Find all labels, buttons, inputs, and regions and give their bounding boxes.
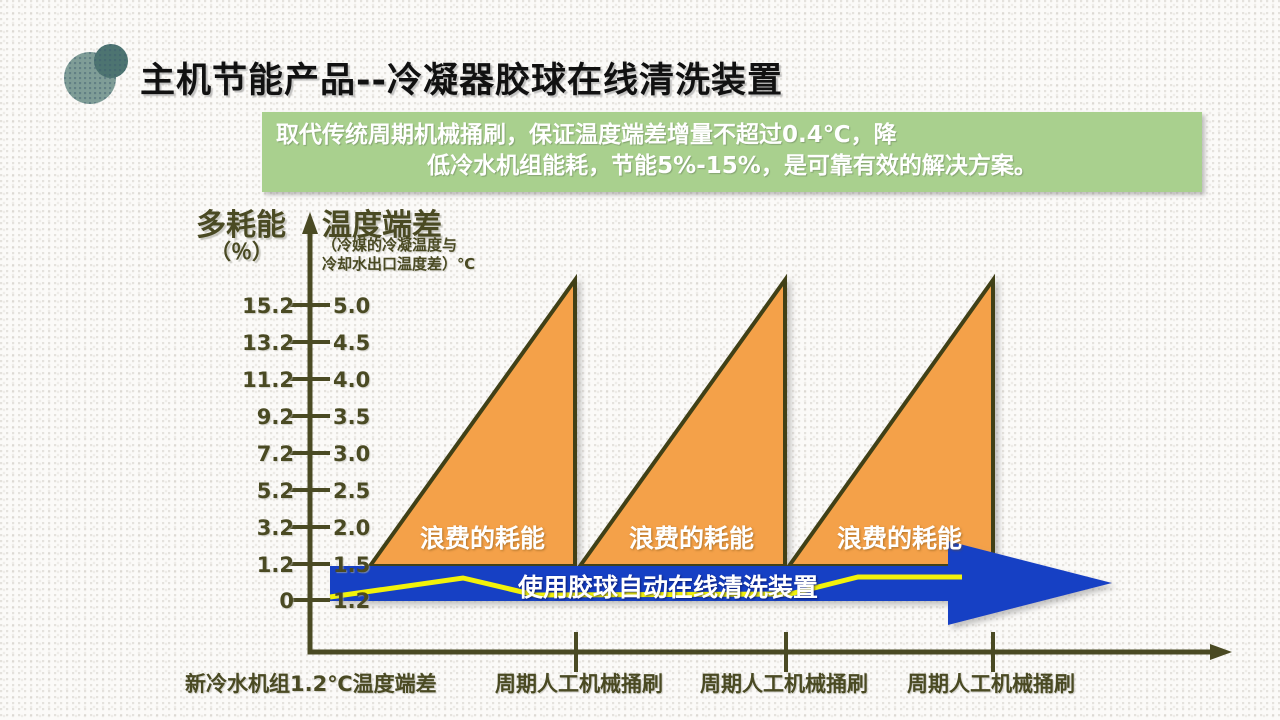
x-label-2: 周期人工机械捅刷 bbox=[700, 672, 868, 696]
right-axis-title: 温度端差 bbox=[322, 208, 442, 243]
right-axis-unit-line-1: （冷媒的冷凝温度与 bbox=[322, 236, 458, 254]
y-tick-right-0: 5.0 bbox=[333, 294, 371, 318]
y-tick-left-6: 3.2 bbox=[256, 516, 294, 540]
y-tick-left-3: 9.2 bbox=[256, 405, 294, 429]
page-title: 主机节能产品--冷凝器胶球在线清洗装置 bbox=[140, 61, 784, 101]
y-axis-arrowhead bbox=[302, 212, 318, 234]
left-axis-title: 多耗能 bbox=[196, 208, 286, 243]
summary-banner: 取代传统周期机械捅刷，保证温度端差增量不超过0.4℃，降 低冷水机组能耗，节能5… bbox=[262, 112, 1202, 192]
y-tick-left-7: 1.2 bbox=[256, 553, 294, 577]
y-tick-right-6: 2.0 bbox=[333, 516, 371, 540]
y-tick-left-8: 0 bbox=[279, 589, 294, 613]
banner-line-2: 低冷水机组能耗，节能5%-15%，是可靠有效的解决方案。 bbox=[427, 153, 1037, 179]
y-tick-right-7: 1.5 bbox=[333, 553, 371, 577]
y-tick-left-0: 15.2 bbox=[242, 294, 294, 318]
y-tick-right-1: 4.5 bbox=[333, 331, 371, 355]
y-tick-left-1: 13.2 bbox=[242, 331, 294, 355]
left-axis-unit: （％） bbox=[210, 240, 273, 264]
wasted-energy-label-2: 浪费的耗能 bbox=[629, 524, 755, 553]
right-axis-unit: （冷媒的冷凝温度与 冷却水出口温度差）℃ bbox=[322, 236, 475, 274]
banner-line-1: 取代传统周期机械捅刷，保证温度端差增量不超过0.4℃，降 bbox=[276, 122, 897, 148]
y-tick-right-3: 3.5 bbox=[333, 405, 371, 429]
x-label-3: 周期人工机械捅刷 bbox=[907, 672, 1075, 696]
y-axis-ticks bbox=[290, 303, 330, 602]
logo-dot-pattern-small bbox=[94, 44, 128, 78]
logo-mark bbox=[62, 40, 128, 106]
y-tick-right-5: 2.5 bbox=[333, 479, 371, 503]
measured-temperature-line bbox=[329, 574, 962, 600]
right-axis-unit-line-2: 冷却水出口温度差）℃ bbox=[322, 255, 476, 273]
axis-lines bbox=[307, 228, 1218, 655]
y-tick-right-8: 1.2 bbox=[333, 589, 371, 613]
logo-circle-small bbox=[94, 44, 128, 78]
x-label-1: 周期人工机械捅刷 bbox=[495, 672, 663, 696]
y-tick-right-4: 3.0 bbox=[333, 442, 371, 466]
wasted-energy-areas bbox=[366, 273, 995, 568]
y-tick-right-2: 4.0 bbox=[333, 368, 371, 392]
x-label-0: 新冷水机组1.2℃温度端差 bbox=[185, 672, 437, 696]
x-axis-ticks bbox=[574, 632, 995, 672]
cleaning-device-label: 使用胶球自动在线清洗装置 bbox=[518, 573, 819, 602]
cleaning-device-arrow bbox=[330, 541, 1112, 625]
x-axis-arrowhead bbox=[1210, 644, 1232, 660]
y-tick-left-5: 5.2 bbox=[256, 479, 294, 503]
y-tick-left-2: 11.2 bbox=[242, 368, 294, 392]
wasted-energy-label-3: 浪费的耗能 bbox=[837, 524, 963, 553]
wasted-energy-label-1: 浪费的耗能 bbox=[420, 524, 546, 553]
y-tick-left-4: 7.2 bbox=[256, 442, 294, 466]
